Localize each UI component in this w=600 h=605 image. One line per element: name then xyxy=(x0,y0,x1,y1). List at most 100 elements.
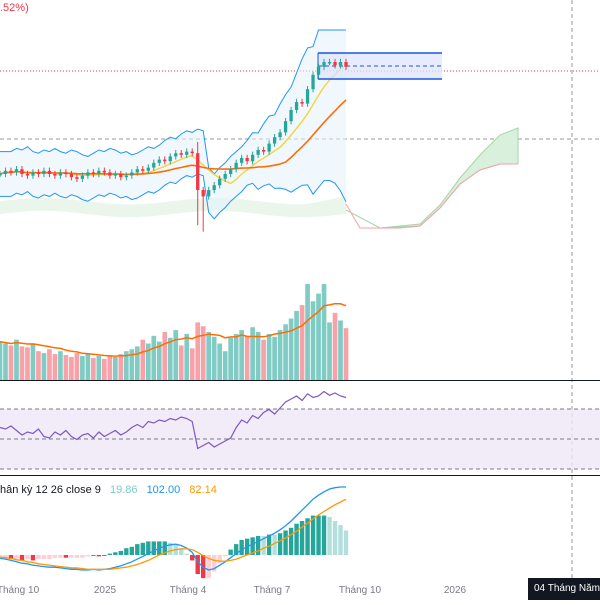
candle-body xyxy=(157,159,161,163)
volume-bar xyxy=(63,355,69,380)
volume-bar xyxy=(8,345,14,380)
candle-body xyxy=(316,66,321,75)
macd-histogram-bar xyxy=(277,533,283,555)
candle-body xyxy=(218,178,222,186)
macd-histogram-bar xyxy=(140,542,145,555)
volume-bar xyxy=(338,320,343,380)
volume-bar xyxy=(74,353,80,380)
macd-histogram-bar xyxy=(327,516,332,555)
macd-histogram-bar xyxy=(288,527,294,555)
macd-histogram-bar xyxy=(184,553,189,555)
macd-line xyxy=(0,486,346,571)
volume-bar xyxy=(211,336,217,380)
macd-histogram-bar xyxy=(102,555,107,556)
macd-histogram-bar xyxy=(124,548,129,555)
candle-body xyxy=(229,169,233,174)
volume-bar xyxy=(206,332,212,380)
candle-body xyxy=(289,110,293,122)
candle-body xyxy=(256,150,260,155)
macd-histogram-bar xyxy=(217,555,222,564)
candle-body xyxy=(333,62,337,66)
macd-histogram-bar xyxy=(19,555,25,561)
macd-histogram-bar xyxy=(316,515,321,555)
volume-bar xyxy=(123,351,129,380)
volume-bar xyxy=(217,343,223,380)
candle-body xyxy=(3,170,8,174)
macd-histogram-bar xyxy=(310,515,316,555)
volume-bar xyxy=(294,310,299,380)
volume-bar xyxy=(305,284,310,380)
macd-histogram-bar xyxy=(36,555,41,560)
candle-body xyxy=(14,169,19,173)
candle-body xyxy=(36,172,41,174)
candle-body xyxy=(130,172,134,176)
volume-bar xyxy=(118,354,124,380)
macd-histogram-bar xyxy=(129,546,135,555)
candle-body xyxy=(240,158,244,163)
macd-histogram-bar xyxy=(250,537,255,555)
macd-histogram-bar xyxy=(266,534,272,555)
macd-signal-value: 82.14 xyxy=(189,484,217,496)
candle-body xyxy=(42,170,46,174)
macd-histogram-bar xyxy=(151,541,156,555)
candle-body xyxy=(80,175,85,179)
candle-body xyxy=(0,174,2,176)
candle-body xyxy=(146,167,150,171)
volume-bar xyxy=(178,345,184,380)
volume-bar xyxy=(332,312,338,380)
macd-histogram-bar xyxy=(162,541,167,555)
candle-body xyxy=(212,185,216,190)
ichimoku-span-b-line xyxy=(345,163,518,229)
candle-body xyxy=(267,143,271,152)
volume-bar xyxy=(277,330,283,380)
macd-histogram-bar xyxy=(113,552,118,555)
macd-histogram-bar xyxy=(14,555,19,560)
volume-bar xyxy=(283,324,288,380)
volume-bar xyxy=(233,333,239,380)
x-axis-tick-label: 2025 xyxy=(94,585,117,596)
volume-bar xyxy=(184,333,190,380)
candle-body xyxy=(327,62,332,64)
candle-body xyxy=(344,62,348,67)
macd-histogram-bar xyxy=(332,521,338,555)
volume-bar xyxy=(151,335,157,380)
candle-body xyxy=(141,169,145,171)
candle-body xyxy=(278,132,282,138)
volume-bar xyxy=(30,343,36,380)
volume-bar xyxy=(162,332,168,380)
macd-histogram-bar xyxy=(69,555,74,558)
volume-bar xyxy=(321,284,327,380)
candle-body xyxy=(86,172,90,176)
macd-histogram-bar xyxy=(41,555,47,560)
macd-histogram-bar xyxy=(3,555,8,558)
candle-body xyxy=(64,172,68,174)
volume-bar xyxy=(19,346,25,380)
volume-bar xyxy=(343,328,349,380)
volume-bar xyxy=(134,346,140,380)
volume-bar xyxy=(91,357,96,380)
volume-bar xyxy=(316,293,321,380)
candle-body xyxy=(69,174,74,178)
macd-histogram-bar xyxy=(179,548,184,555)
ichimoku-cloud-future xyxy=(345,127,519,229)
candle-body xyxy=(20,169,24,174)
candle-body xyxy=(31,172,35,176)
macd-histogram-bar xyxy=(343,530,349,555)
candle-body xyxy=(190,151,194,154)
macd-legend[interactable]: hân kỳ 12 26 close 9 19.86 102.00 82.14 xyxy=(0,484,223,496)
macd-histogram-bar xyxy=(30,555,36,561)
volume-bar xyxy=(0,341,3,380)
volume-bar xyxy=(167,337,173,380)
candle-body xyxy=(223,174,227,179)
candle-body xyxy=(25,174,30,176)
volume-bar xyxy=(288,318,294,380)
candle-body xyxy=(283,121,288,133)
volume-bar xyxy=(272,336,277,380)
macd-histogram-bar xyxy=(206,555,211,579)
macd-histogram-bar xyxy=(272,534,277,555)
volume-bar xyxy=(107,355,113,380)
volume-bar xyxy=(250,327,255,380)
macd-histogram-bar xyxy=(239,540,244,555)
